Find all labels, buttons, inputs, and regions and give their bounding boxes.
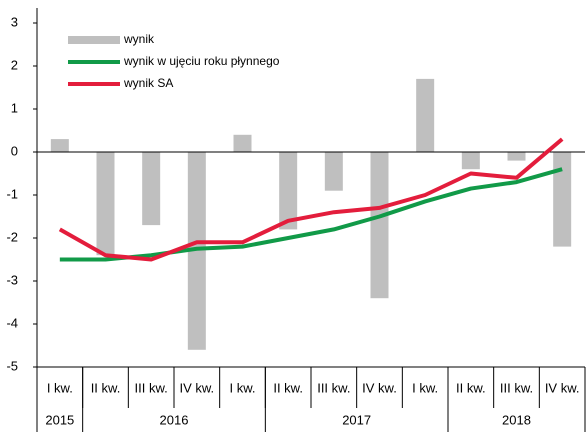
- x-tick-label: III kw.: [500, 380, 533, 395]
- x-tick-label: I kw.: [412, 380, 438, 395]
- bar: [324, 152, 343, 191]
- y-tick-label: -4: [6, 315, 18, 330]
- y-tick-label: -3: [6, 272, 18, 287]
- bar: [416, 78, 435, 152]
- line: [59, 167, 563, 262]
- bar: [507, 152, 526, 161]
- x-tick-label: II kw.: [91, 380, 121, 395]
- legend-label: wynik SA: [123, 76, 173, 90]
- group-label: 2018: [502, 412, 531, 427]
- bar: [279, 152, 298, 230]
- y-tick-label: 1: [11, 100, 18, 115]
- line: [58, 137, 564, 262]
- x-tick-label: IV kw.: [545, 380, 580, 395]
- bar: [142, 152, 161, 226]
- x-tick-label: III kw.: [317, 380, 350, 395]
- bar: [553, 152, 572, 247]
- y-tick-label: 2: [11, 57, 18, 72]
- legend-label: wynik: [123, 32, 155, 46]
- bar: [370, 152, 389, 299]
- bar: [187, 152, 206, 350]
- legend-label: wynik w ujęciu roku płynnego: [123, 54, 280, 68]
- x-tick-label: I kw.: [229, 380, 255, 395]
- group-label: 2017: [342, 412, 371, 427]
- y-tick-label: 3: [11, 14, 18, 29]
- x-tick-label: IV kw.: [179, 380, 214, 395]
- y-tick-label: -1: [6, 186, 18, 201]
- y-tick-label: 0: [11, 143, 18, 158]
- group-label: 2015: [45, 412, 74, 427]
- bar: [233, 134, 252, 152]
- bar: [461, 152, 480, 170]
- x-tick-label: III kw.: [135, 380, 168, 395]
- y-tick-label: -5: [6, 358, 18, 373]
- y-tick-label: -2: [6, 229, 18, 244]
- bar: [50, 139, 69, 152]
- x-tick-label: II kw.: [273, 380, 303, 395]
- x-tick-label: II kw.: [456, 380, 486, 395]
- legend-swatch: [68, 36, 120, 44]
- bar: [96, 152, 115, 256]
- group-label: 2016: [160, 412, 189, 427]
- x-tick-label: IV kw.: [362, 380, 397, 395]
- x-tick-label: I kw.: [47, 380, 73, 395]
